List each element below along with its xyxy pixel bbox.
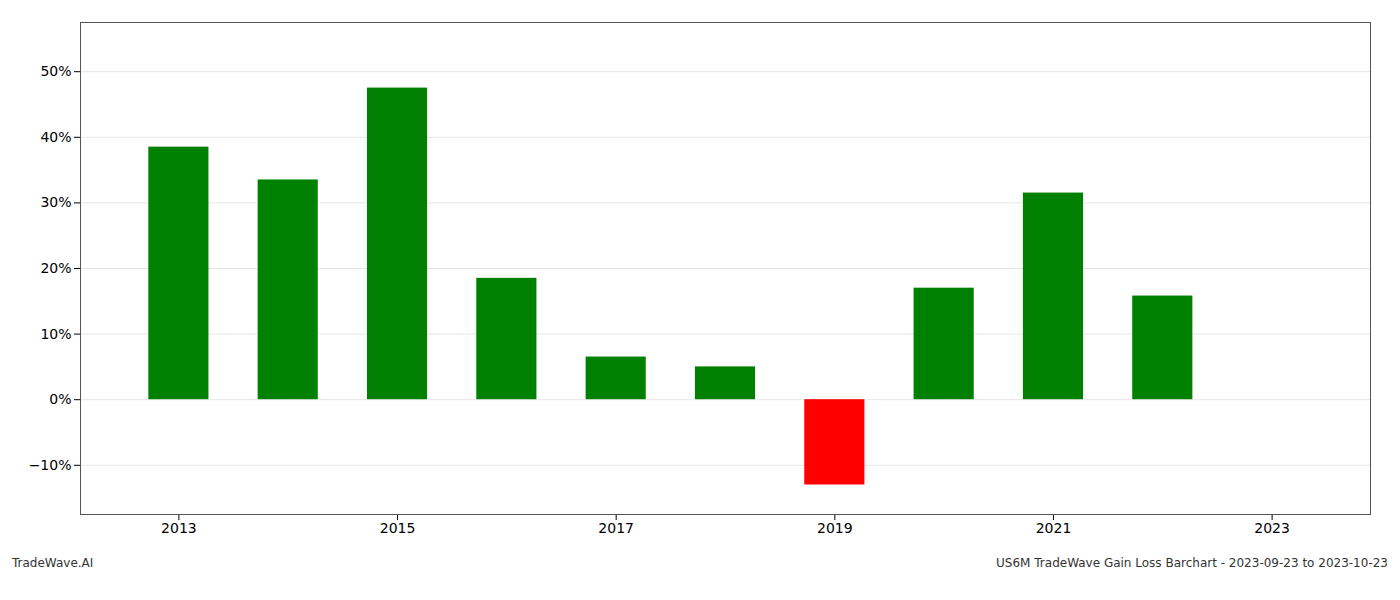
svg-text:40%: 40%	[40, 129, 71, 145]
svg-text:2017: 2017	[598, 520, 634, 536]
svg-text:50%: 50%	[40, 63, 71, 79]
svg-text:20%: 20%	[40, 260, 71, 276]
svg-text:30%: 30%	[40, 194, 71, 210]
svg-text:2021: 2021	[1036, 520, 1072, 536]
svg-text:10%: 10%	[40, 326, 71, 342]
html-text:TradeWave.AI: TradeWave.AI	[12, 556, 94, 570]
svg-text:2015: 2015	[380, 520, 416, 536]
svg-text:−10%: −10%	[29, 457, 72, 473]
svg-text:2023: 2023	[1254, 520, 1290, 536]
html-text:US6M TradeWave Gain Loss Barch: US6M TradeWave Gain Loss Barchart - 2023…	[996, 556, 1388, 570]
svg-text:2019: 2019	[817, 520, 853, 536]
svg-text:2013: 2013	[161, 520, 197, 536]
svg-text:0%: 0%	[49, 391, 71, 407]
